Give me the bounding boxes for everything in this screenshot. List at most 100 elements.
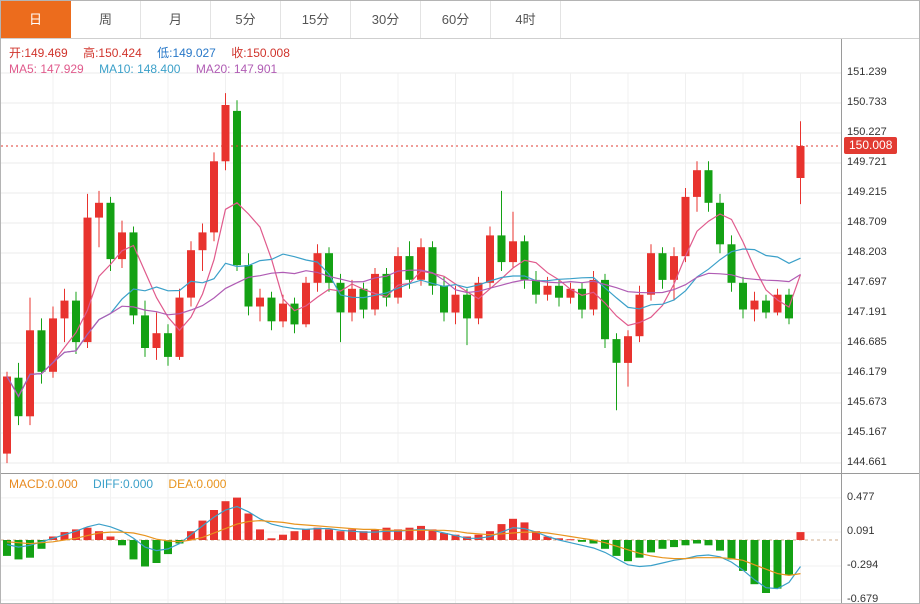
candle[interactable]: [164, 324, 172, 366]
macd-bar[interactable]: [566, 539, 575, 541]
macd-bar[interactable]: [417, 525, 425, 540]
candle[interactable]: [762, 294, 770, 319]
macd-bar[interactable]: [371, 529, 379, 540]
macd-bar[interactable]: [198, 520, 207, 540]
candle[interactable]: [647, 244, 655, 301]
macd-bar[interactable]: [440, 533, 448, 541]
candle[interactable]: [106, 196, 115, 271]
macd-bar[interactable]: [612, 540, 621, 556]
candle[interactable]: [428, 241, 437, 295]
candle[interactable]: [612, 333, 621, 411]
macd-bar[interactable]: [532, 531, 540, 540]
candle[interactable]: [187, 241, 195, 307]
macd-bar[interactable]: [635, 540, 644, 558]
candle[interactable]: [302, 276, 310, 328]
candle[interactable]: [267, 291, 276, 331]
tab-4hour[interactable]: 4时: [491, 1, 561, 38]
candle[interactable]: [463, 288, 471, 346]
macd-bar[interactable]: [141, 540, 149, 567]
macd-bar[interactable]: [693, 540, 701, 544]
macd-bar[interactable]: [704, 540, 713, 546]
macd-bar[interactable]: [279, 534, 287, 540]
macd-bar[interactable]: [739, 540, 747, 571]
macd-bar[interactable]: [382, 527, 391, 541]
macd-bar[interactable]: [325, 529, 333, 540]
candle[interactable]: [417, 238, 425, 286]
macd-bar[interactable]: [785, 540, 793, 576]
macd-bar[interactable]: [727, 540, 736, 560]
candle[interactable]: [336, 273, 345, 343]
candle[interactable]: [256, 288, 264, 322]
macd-bar[interactable]: [428, 529, 437, 540]
macd-bar[interactable]: [106, 536, 115, 541]
candle[interactable]: [371, 268, 379, 316]
macd-bar[interactable]: [681, 540, 690, 546]
candle[interactable]: [72, 291, 80, 354]
candle[interactable]: [635, 285, 644, 343]
candle[interactable]: [624, 330, 632, 387]
candle[interactable]: [14, 362, 23, 426]
macd-bar[interactable]: [578, 540, 586, 542]
macd-bar[interactable]: [555, 538, 563, 541]
macd-bar[interactable]: [750, 540, 759, 585]
macd-bar[interactable]: [95, 531, 103, 540]
macd-bar[interactable]: [624, 540, 632, 562]
macd-bar[interactable]: [164, 540, 172, 555]
tab-15min[interactable]: 15分: [281, 1, 351, 38]
macd-bar[interactable]: [267, 538, 276, 541]
candle[interactable]: [325, 247, 333, 292]
candle[interactable]: [129, 226, 138, 325]
macd-bar[interactable]: [543, 536, 552, 541]
macd-bar[interactable]: [658, 540, 667, 549]
candle[interactable]: [578, 282, 586, 319]
candle[interactable]: [750, 291, 759, 322]
candle[interactable]: [152, 312, 161, 360]
candle[interactable]: [290, 297, 299, 334]
macd-bar[interactable]: [313, 527, 322, 541]
candle[interactable]: [727, 235, 736, 292]
macd-bar[interactable]: [83, 527, 92, 541]
macd-bar[interactable]: [60, 532, 69, 540]
candle[interactable]: [681, 188, 690, 263]
macd-bar[interactable]: [394, 529, 402, 540]
candle[interactable]: [233, 100, 241, 271]
candle[interactable]: [382, 268, 391, 307]
candle[interactable]: [497, 190, 506, 271]
candle[interactable]: [313, 244, 322, 292]
candle[interactable]: [95, 190, 103, 248]
macd-bar[interactable]: [486, 531, 494, 540]
candle[interactable]: [3, 371, 11, 464]
candle[interactable]: [532, 271, 540, 304]
candle[interactable]: [451, 285, 460, 325]
main-chart-panel[interactable]: 开:149.469 高:150.424 低:149.027 收:150.008 …: [1, 39, 841, 473]
macd-bar[interactable]: [302, 529, 310, 540]
candle[interactable]: [279, 294, 287, 328]
macd-bar[interactable]: [290, 531, 299, 540]
macd-bar[interactable]: [221, 501, 230, 541]
macd-bar[interactable]: [451, 534, 460, 540]
tab-5min[interactable]: 5分: [211, 1, 281, 38]
macd-bar[interactable]: [336, 531, 345, 540]
macd-bar[interactable]: [716, 540, 724, 551]
macd-bar[interactable]: [589, 540, 598, 544]
candle[interactable]: [405, 241, 414, 289]
macd-bar[interactable]: [210, 510, 218, 540]
macd-bar[interactable]: [129, 540, 138, 560]
macd-bar[interactable]: [405, 527, 414, 541]
candle[interactable]: [693, 161, 701, 212]
macd-bar[interactable]: [647, 540, 655, 553]
candle[interactable]: [175, 288, 184, 360]
macd-bar[interactable]: [152, 540, 161, 563]
candle[interactable]: [566, 282, 575, 304]
macd-bar[interactable]: [601, 540, 609, 549]
macd-panel[interactable]: MACD:0.000 DIFF:0.000 DEA:0.000: [1, 474, 841, 603]
candle[interactable]: [716, 193, 724, 254]
candle[interactable]: [704, 161, 713, 212]
candle[interactable]: [658, 247, 667, 289]
candle[interactable]: [49, 306, 57, 378]
macd-bar[interactable]: [233, 497, 241, 540]
candle[interactable]: [26, 297, 34, 426]
macd-bar[interactable]: [773, 540, 782, 589]
tab-30min[interactable]: 30分: [351, 1, 421, 38]
candle[interactable]: [118, 220, 126, 268]
